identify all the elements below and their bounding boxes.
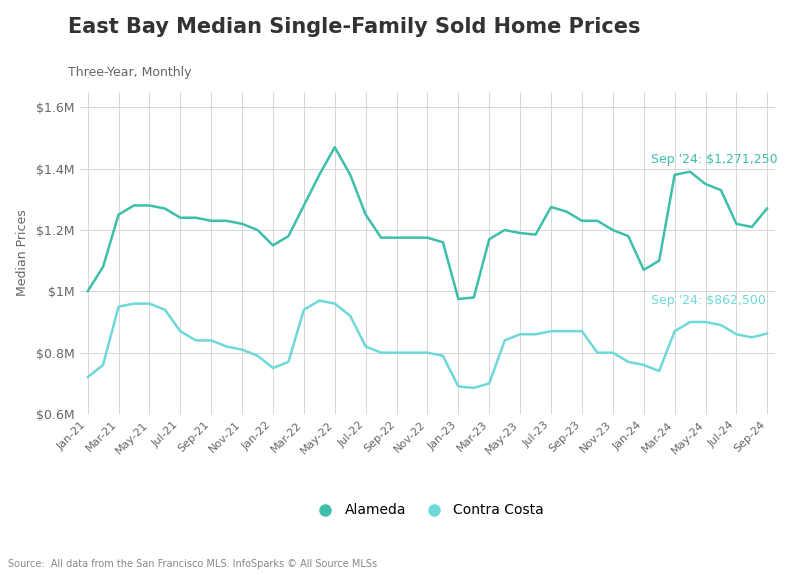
Contra Costa xyxy=(392,349,401,356)
Contra Costa xyxy=(562,328,571,335)
Contra Costa xyxy=(500,337,510,344)
Alameda xyxy=(500,227,510,233)
Alameda xyxy=(716,187,725,194)
Alameda xyxy=(732,220,741,227)
Alameda xyxy=(268,242,278,249)
Text: Three-Year, Monthly: Three-Year, Monthly xyxy=(68,66,192,79)
Contra Costa xyxy=(531,331,540,338)
Alameda xyxy=(670,171,679,178)
Alameda xyxy=(129,202,139,209)
Alameda xyxy=(639,266,649,273)
Alameda xyxy=(222,217,232,224)
Alameda xyxy=(469,294,479,301)
Legend: Alameda, Contra Costa: Alameda, Contra Costa xyxy=(305,498,550,523)
Contra Costa xyxy=(577,328,586,335)
Contra Costa xyxy=(206,337,216,344)
Contra Costa xyxy=(639,362,649,369)
Alameda xyxy=(113,211,123,218)
Contra Costa xyxy=(515,331,525,338)
Alameda xyxy=(577,217,586,224)
Alameda xyxy=(593,217,602,224)
Alameda xyxy=(284,233,293,240)
Alameda xyxy=(299,202,308,209)
Contra Costa xyxy=(623,358,633,365)
Alameda xyxy=(160,205,169,212)
Contra Costa xyxy=(361,343,371,350)
Alameda xyxy=(206,217,216,224)
Contra Costa xyxy=(469,385,479,392)
Text: Source:  All data from the San Francisco MLS. InfoSparks © All Source MLSs: Source: All data from the San Francisco … xyxy=(8,559,377,569)
Contra Costa xyxy=(237,346,247,353)
Text: East Bay Median Single-Family Sold Home Prices: East Bay Median Single-Family Sold Home … xyxy=(68,17,641,37)
Contra Costa xyxy=(222,343,232,350)
Contra Costa xyxy=(376,349,386,356)
Contra Costa xyxy=(284,358,293,365)
Contra Costa xyxy=(593,349,602,356)
Y-axis label: Median Prices: Median Prices xyxy=(16,210,29,296)
Contra Costa xyxy=(129,300,139,307)
Alameda xyxy=(701,181,710,187)
Alameda xyxy=(747,224,757,231)
Contra Costa xyxy=(670,328,679,335)
Alameda xyxy=(531,231,540,238)
Contra Costa xyxy=(454,383,463,390)
Contra Costa xyxy=(732,331,741,338)
Alameda xyxy=(392,234,401,241)
Contra Costa xyxy=(747,334,757,341)
Alameda xyxy=(484,236,494,243)
Alameda xyxy=(686,168,695,175)
Contra Costa xyxy=(252,352,262,359)
Alameda xyxy=(330,144,340,151)
Alameda xyxy=(191,214,201,221)
Contra Costa xyxy=(438,352,447,359)
Alameda xyxy=(252,227,262,233)
Alameda xyxy=(237,220,247,227)
Contra Costa xyxy=(762,330,772,337)
Contra Costa xyxy=(299,306,308,313)
Line: Alameda: Alameda xyxy=(88,147,767,299)
Alameda xyxy=(423,234,432,241)
Text: Sep '24: $862,500: Sep '24: $862,500 xyxy=(651,294,766,306)
Contra Costa xyxy=(407,349,417,356)
Alameda xyxy=(654,257,664,264)
Alameda xyxy=(345,171,355,178)
Alameda xyxy=(454,296,463,302)
Alameda xyxy=(515,229,525,236)
Alameda xyxy=(762,205,772,212)
Alameda xyxy=(547,204,556,210)
Alameda xyxy=(376,234,386,241)
Alameda xyxy=(176,214,185,221)
Contra Costa xyxy=(113,303,123,310)
Line: Contra Costa: Contra Costa xyxy=(88,301,767,388)
Contra Costa xyxy=(268,365,278,371)
Contra Costa xyxy=(608,349,618,356)
Contra Costa xyxy=(716,321,725,328)
Contra Costa xyxy=(315,297,324,304)
Contra Costa xyxy=(484,380,494,387)
Alameda xyxy=(562,208,571,215)
Alameda xyxy=(361,211,371,218)
Contra Costa xyxy=(83,374,93,381)
Contra Costa xyxy=(345,312,355,319)
Contra Costa xyxy=(98,362,108,369)
Contra Costa xyxy=(330,300,340,307)
Contra Costa xyxy=(686,319,695,325)
Alameda xyxy=(438,239,447,246)
Contra Costa xyxy=(423,349,432,356)
Contra Costa xyxy=(160,306,169,313)
Alameda xyxy=(83,288,93,295)
Alameda xyxy=(608,227,618,233)
Alameda xyxy=(145,202,154,209)
Contra Costa xyxy=(654,367,664,374)
Alameda xyxy=(98,263,108,270)
Contra Costa xyxy=(191,337,201,344)
Contra Costa xyxy=(176,328,185,335)
Contra Costa xyxy=(701,319,710,325)
Contra Costa xyxy=(547,328,556,335)
Alameda xyxy=(315,171,324,178)
Alameda xyxy=(623,233,633,240)
Alameda xyxy=(407,234,417,241)
Text: Sep '24: $1,271,250: Sep '24: $1,271,250 xyxy=(651,152,778,166)
Contra Costa xyxy=(145,300,154,307)
